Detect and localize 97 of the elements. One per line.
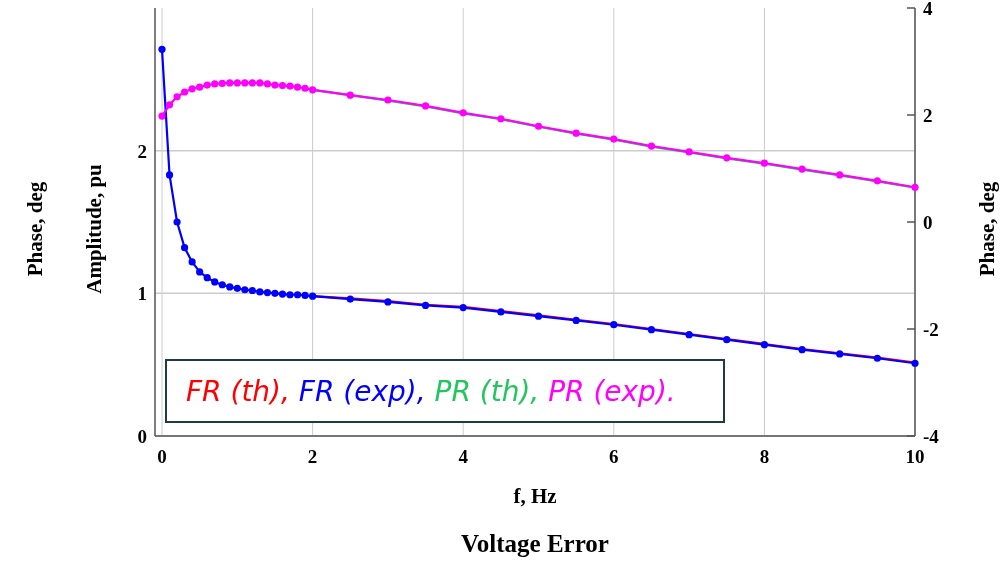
y2-tick-label: 2 [923,105,933,126]
point [271,81,279,89]
point [286,82,294,90]
point [911,359,919,367]
point [421,102,430,110]
point [203,274,211,282]
x-tick-label: 2 [307,446,318,467]
point [534,312,543,320]
point [421,301,430,310]
point [158,45,166,53]
text: Phase, deg [23,181,47,277]
point [798,346,806,354]
y-axis-title: Amplitude, pu [82,163,106,294]
point [248,286,256,295]
point [211,278,219,286]
x-tick-label: 6 [609,446,619,467]
point [173,218,181,226]
x-axis-title: f, Hz [513,484,557,508]
point [685,148,693,156]
point [301,84,309,92]
text: FR (exp), [298,375,435,408]
point [647,326,656,334]
text: PR (exp). [548,375,676,408]
point [760,341,768,349]
y2-tick-label: 4 [923,0,933,19]
point [798,165,806,173]
point [534,122,543,130]
y-tick-label: 0 [137,426,147,447]
point [301,291,309,300]
point [165,171,174,179]
point [836,350,844,358]
point [263,80,272,88]
point [233,79,241,87]
y2-tick-label: -2 [923,319,939,340]
point [572,129,580,137]
y2-tick-label: 0 [923,212,933,233]
point [346,295,354,303]
point [188,258,196,266]
point [173,93,181,101]
point [226,283,234,291]
point [293,83,302,91]
point [180,244,189,252]
point [278,81,287,90]
point [685,331,693,339]
point [497,115,505,123]
point [196,83,204,91]
point [572,316,580,325]
point [218,281,226,289]
y2-axis-title: Phase, deg [975,181,999,277]
point [309,292,317,300]
point [647,142,656,150]
point [158,112,166,120]
y2-tick-label: -4 [923,426,940,447]
point [760,159,768,167]
point [203,81,211,89]
text: Voltage Error [461,530,609,557]
point [271,289,279,297]
point [286,291,294,299]
point [836,171,844,179]
point [165,101,174,109]
point [196,268,204,276]
point [293,291,302,299]
point [610,135,618,143]
x-tick-label: 8 [759,446,770,467]
point [911,183,919,191]
point [873,354,881,362]
point [309,86,317,94]
text: PR (th), [434,375,549,408]
point [256,79,264,87]
point [459,304,467,312]
point [218,79,226,88]
point [188,85,196,93]
x-tick-label: 4 [458,446,469,467]
point [723,154,731,162]
point [241,286,249,294]
x-tick-label: 0 [157,446,167,467]
point [256,288,264,296]
point [459,109,467,117]
point [384,96,392,104]
point [723,336,731,344]
y-tick-label: 1 [137,283,147,305]
point [346,91,354,99]
y-tick-label: 2 [137,140,147,162]
point [278,290,287,298]
point [610,321,618,329]
point [180,88,189,96]
point [248,79,256,87]
text: FR (th), [186,375,299,408]
x-tick-label: 10 [905,446,925,467]
point [873,177,881,185]
point [233,284,241,292]
point [263,289,272,297]
point [226,79,234,87]
point [497,308,505,316]
point [241,79,249,87]
point [384,298,392,306]
point [211,80,219,88]
